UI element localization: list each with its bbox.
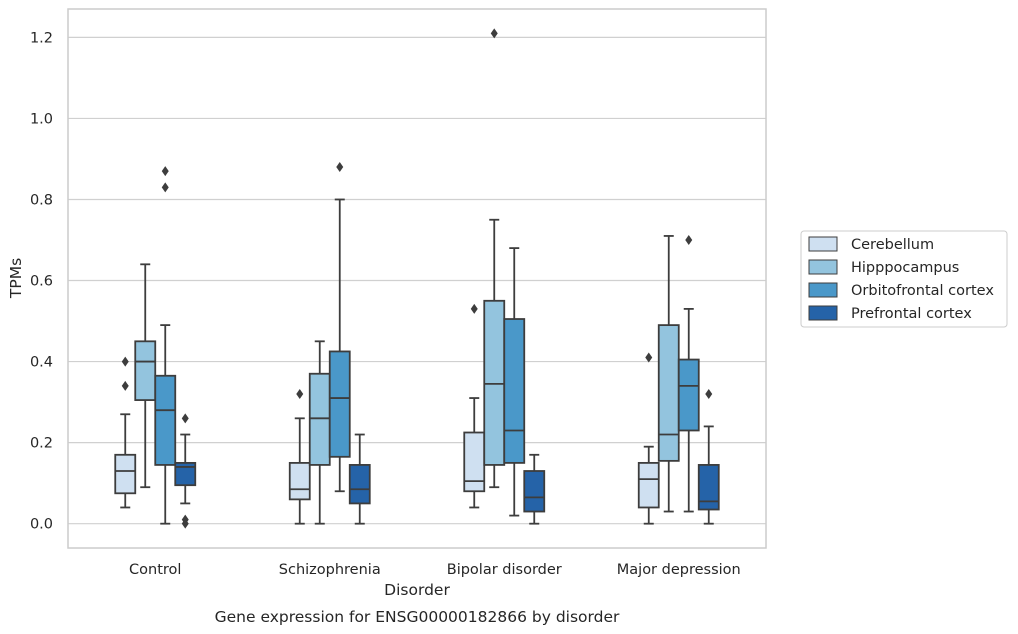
outlier-point bbox=[685, 235, 693, 245]
y-tick-label: 1.2 bbox=[30, 30, 53, 46]
outlier-point bbox=[121, 380, 129, 391]
box-iqr bbox=[463, 431, 486, 493]
box-cerebellum-3 bbox=[637, 352, 660, 525]
y-tick-label: 0.8 bbox=[30, 192, 53, 208]
legend-swatch bbox=[808, 259, 838, 275]
box-cerebellum-2 bbox=[463, 303, 486, 509]
legend-swatch bbox=[808, 305, 838, 321]
box-iqr bbox=[308, 372, 331, 466]
box-hipppocampus-1 bbox=[308, 340, 331, 525]
y-tick-label: 1.0 bbox=[30, 111, 53, 127]
box-iqr bbox=[328, 350, 351, 458]
box-prefrontal-cortex-0 bbox=[174, 413, 197, 529]
box-prefrontal-cortex-3 bbox=[697, 389, 720, 525]
legend-entry-label: Prefrontal cortex bbox=[851, 306, 972, 322]
legend-swatch bbox=[808, 236, 838, 252]
box-orbitofrontal-cortex-1 bbox=[328, 162, 351, 493]
box-hipppocampus-2 bbox=[483, 28, 506, 489]
plot-area-frame bbox=[67, 8, 767, 549]
outlier-point bbox=[181, 518, 189, 529]
box-iqr bbox=[174, 461, 197, 487]
box-hipppocampus-3 bbox=[657, 235, 680, 513]
outlier-point bbox=[490, 28, 498, 39]
box-cerebellum-0 bbox=[114, 356, 137, 509]
legend: Cerebellum Hipppocampus Orbitofrontal cort… bbox=[800, 230, 1008, 328]
x-axis-label: Disorder bbox=[384, 581, 450, 599]
legend-swatch bbox=[808, 282, 838, 298]
box-prefrontal-cortex-1 bbox=[348, 433, 371, 525]
legend-entry-label: Cerebellum bbox=[851, 237, 934, 253]
y-tick-label: 0.0 bbox=[30, 517, 53, 533]
outlier-point bbox=[121, 356, 129, 367]
y-tick-label: 0.2 bbox=[30, 436, 53, 452]
legend-entry-label: Orbitofrontal cortex bbox=[851, 283, 994, 299]
box-iqr bbox=[288, 461, 311, 501]
x-tick-labels: Control Schizophrenia Bipolar disorder Majo… bbox=[129, 562, 741, 578]
outlier-point bbox=[705, 389, 713, 399]
x-tick-label: Control bbox=[129, 562, 181, 578]
box-hipppocampus-0 bbox=[134, 263, 157, 489]
outlier-point bbox=[296, 389, 304, 399]
box-orbitofrontal-cortex-3 bbox=[677, 235, 700, 513]
box-orbitofrontal-cortex-0 bbox=[154, 166, 177, 525]
box-iqr bbox=[483, 299, 506, 466]
y-tick-labels: 0.0 0.2 0.4 0.6 0.8 1.0 1.2 bbox=[30, 30, 53, 532]
outlier-point bbox=[161, 166, 169, 177]
legend-entry-label: Hipppocampus bbox=[851, 260, 959, 276]
y-axis-label: TPMs bbox=[7, 258, 25, 299]
box-iqr bbox=[657, 324, 680, 462]
box-iqr bbox=[637, 461, 660, 509]
box-prefrontal-cortex-2 bbox=[523, 453, 546, 525]
box-iqr bbox=[503, 318, 526, 464]
outlier-point bbox=[645, 352, 653, 363]
gridlines bbox=[68, 36, 766, 525]
box-iqr bbox=[348, 464, 371, 505]
box-orbitofrontal-cortex-2 bbox=[503, 247, 526, 517]
box-iqr bbox=[697, 464, 720, 511]
box-iqr bbox=[154, 374, 177, 466]
box-iqr bbox=[134, 340, 157, 401]
box-iqr bbox=[523, 470, 546, 513]
legend-frame bbox=[800, 230, 1008, 328]
chart-caption: Gene expression for ENSG00000182866 by d… bbox=[215, 608, 620, 626]
x-tick-label: Schizophrenia bbox=[279, 562, 381, 578]
boxes bbox=[114, 28, 720, 529]
outlier-point bbox=[181, 413, 189, 424]
outlier-point bbox=[470, 303, 478, 314]
y-tick-label: 0.6 bbox=[30, 274, 53, 290]
outlier-point bbox=[161, 182, 169, 193]
box-cerebellum-1 bbox=[288, 389, 311, 525]
y-tick-label: 0.4 bbox=[30, 355, 53, 371]
box-iqr bbox=[677, 358, 700, 432]
x-tick-label: Bipolar disorder bbox=[447, 562, 562, 578]
x-tick-label: Major depression bbox=[617, 562, 741, 578]
outlier-point bbox=[336, 162, 344, 173]
box-iqr bbox=[114, 453, 137, 495]
